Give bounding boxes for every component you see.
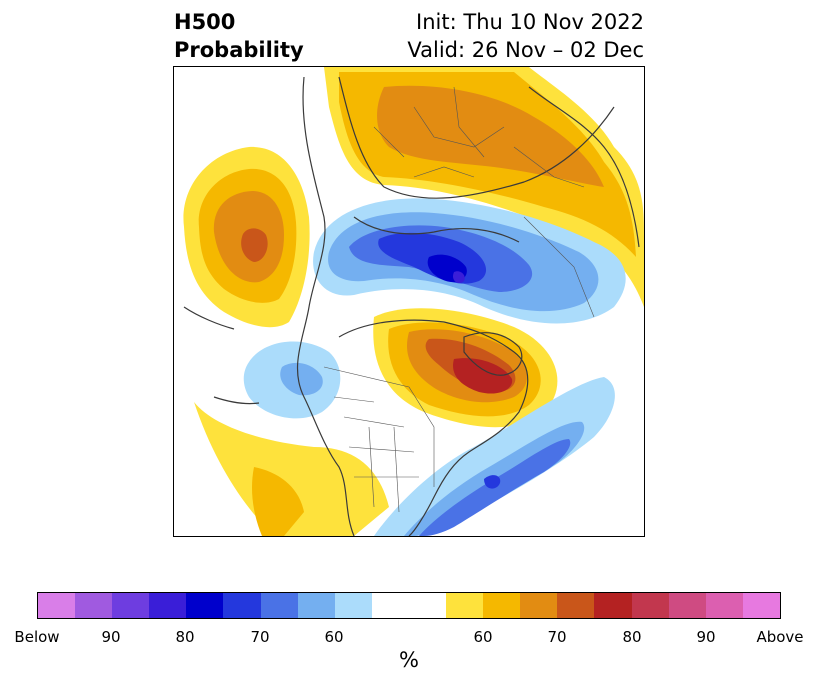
map-svg bbox=[183, 67, 644, 536]
political-borders bbox=[323, 86, 595, 513]
colorbar-tick-label: 60 bbox=[473, 628, 493, 646]
colorbar-tick-label: 60 bbox=[324, 628, 344, 646]
init-date-text: Init: Thu 10 Nov 2022 bbox=[416, 10, 644, 34]
colorbar-segment bbox=[334, 593, 372, 618]
colorbar-segment bbox=[75, 593, 113, 618]
valid-range-text: Valid: 26 Nov – 02 Dec bbox=[407, 38, 644, 62]
anomaly-above-canada bbox=[373, 308, 558, 428]
title-line-variable: H500 bbox=[174, 10, 236, 34]
anomaly-below-arctic bbox=[313, 198, 626, 324]
title-line-probability: Probability bbox=[174, 38, 304, 62]
date-info: Init: Thu 10 Nov 2022 Valid: 26 Nov – 02… bbox=[407, 8, 644, 64]
colorbar-tick-label: 80 bbox=[622, 628, 642, 646]
colorbar-segment bbox=[520, 593, 558, 618]
colorbar-tick-label: 70 bbox=[250, 628, 270, 646]
colorbar-tick-label: 70 bbox=[547, 628, 567, 646]
colorbar-segment bbox=[742, 593, 780, 618]
colorbar bbox=[37, 592, 781, 619]
colorbar-segment bbox=[38, 593, 76, 618]
anomaly-above-pacific bbox=[183, 146, 310, 328]
colorbar-segment bbox=[112, 593, 150, 618]
colorbar-unit-label: % bbox=[399, 648, 419, 672]
anomaly-above-europe bbox=[324, 67, 644, 307]
coastlines bbox=[183, 76, 640, 536]
colorbar-segment bbox=[557, 593, 595, 618]
colorbar-segment bbox=[483, 593, 521, 618]
colorbar-segment bbox=[371, 593, 447, 618]
colorbar-segment bbox=[223, 593, 261, 618]
probability-map bbox=[173, 66, 645, 537]
colorbar-segment bbox=[149, 593, 187, 618]
colorbar-tick-label: 80 bbox=[175, 628, 195, 646]
colorbar-segment bbox=[260, 593, 298, 618]
colorbar-tick-label: Below bbox=[14, 628, 60, 646]
map-title: H500 Probability bbox=[174, 8, 304, 64]
colorbar-segment bbox=[594, 593, 632, 618]
colorbar-tick-label: 90 bbox=[101, 628, 121, 646]
colorbar-segment bbox=[705, 593, 743, 618]
anomaly-below-pacific bbox=[243, 341, 341, 419]
colorbar-tick-label: 90 bbox=[696, 628, 716, 646]
colorbar-segment bbox=[186, 593, 224, 618]
colorbar-segment bbox=[631, 593, 669, 618]
colorbar-segment bbox=[297, 593, 335, 618]
colorbar-tick-label: Above bbox=[756, 628, 804, 646]
anomaly-above-north-america bbox=[194, 402, 389, 536]
colorbar-segment bbox=[446, 593, 484, 618]
colorbar-segment bbox=[668, 593, 706, 618]
